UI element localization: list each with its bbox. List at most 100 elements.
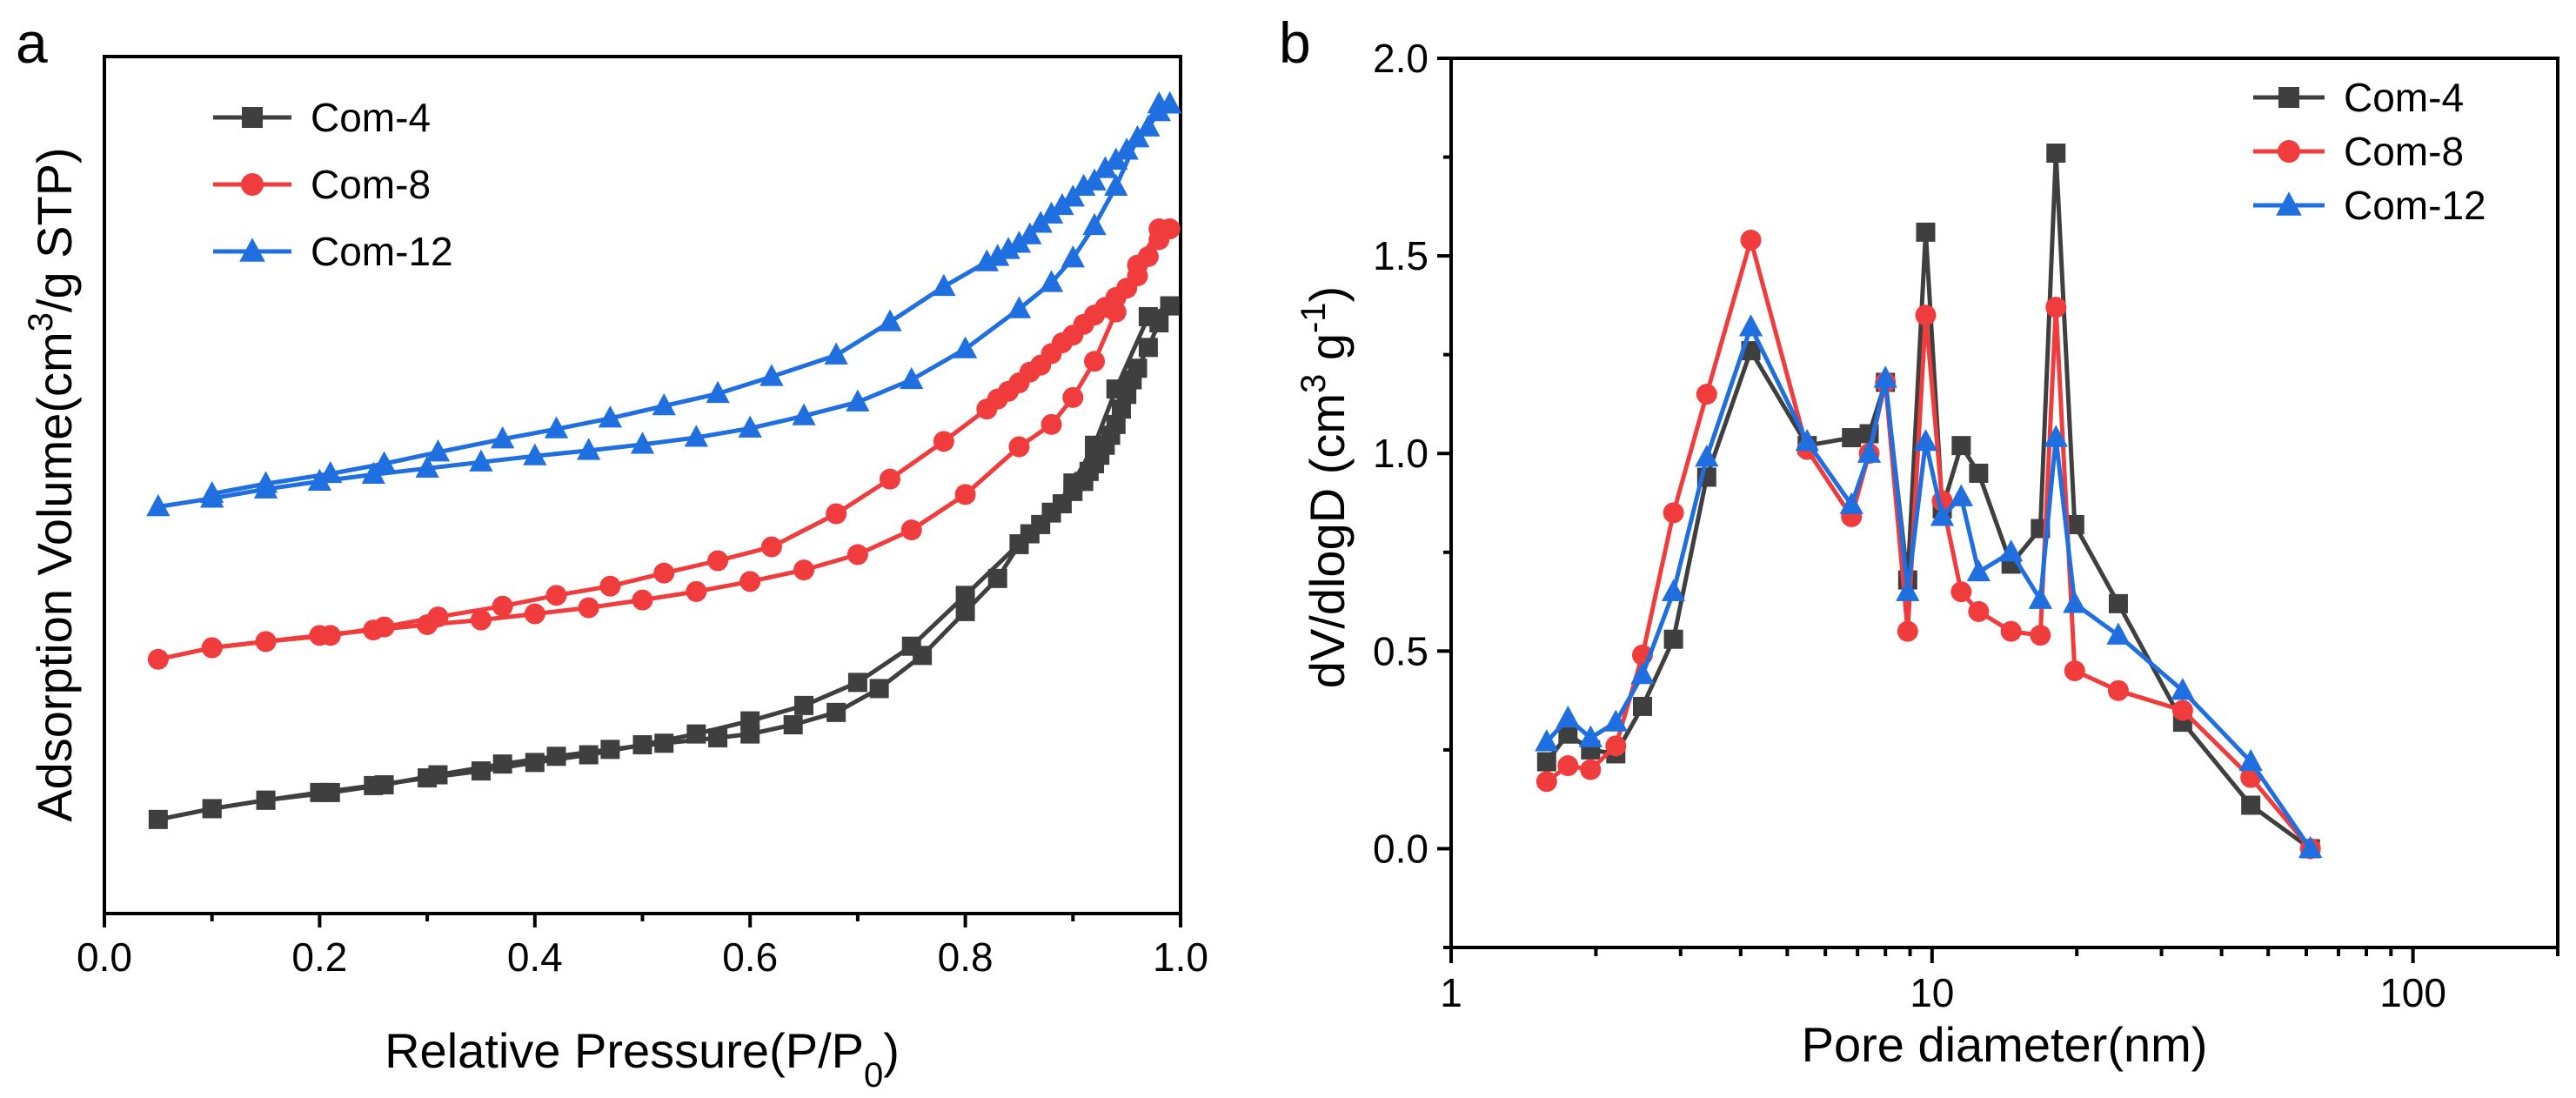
panel-a-com-4-desorption-point [492,754,512,774]
panel-a-chart: a 0.0 0.2 0.4 0.6 0.8 1.0 Relative Pressure(P… [16,10,1208,1095]
panel-a-x-axis-title: Relative Pressure(P/P0) [385,1023,900,1095]
panel-a-com-8-desorption-point [255,631,277,653]
panel-a-com-12-adsorption-point [307,468,332,491]
panel-b-legend-com-4-label: Com-4 [2344,75,2464,120]
panel-b-com-8-point [1536,771,1557,793]
panel-a-com-12-adsorption-point [792,403,816,425]
panel-b-letter: b [1279,10,1311,75]
panel-b-com-8-point [2045,297,2067,318]
panel-a-com-4-desorption-point [826,702,846,722]
panel-a-com-12-desorption-point [318,460,343,484]
panel-a-x-ticks: 0.0 0.2 0.4 0.6 0.8 1.0 [77,914,1208,980]
panel-b-legend-com-12-label: Com-12 [2344,183,2486,228]
panel-b-com-8-point [2107,680,2129,701]
panel-a-com-8-desorption-point [319,625,341,646]
panel-a-com-8-desorption-point [492,595,513,617]
panel-b-com-12-point [1966,559,1991,582]
panel-b-x-tick-label: 1 [1440,970,1462,1015]
panel-a-x-tick-label: 0.0 [77,934,132,980]
panel-a-com-12-desorption-point [652,392,676,416]
panel-b-com-8-point [2064,660,2085,682]
panel-a-com-12-desorption-point [1050,192,1074,216]
panel-a-com-4-desorption-point [320,782,340,802]
panel-a-com-12-adsorption-point [1039,270,1064,292]
panel-a-com-8-desorption-point [760,536,782,558]
panel-b-com-4-point [2046,144,2066,164]
panel-a-com-12-adsorption-point [469,449,493,472]
panel-b-com-12-point [2298,835,2323,859]
panel-a-x-tick-label: 1.0 [1153,934,1208,980]
panel-a-com-8-adsorption-point [1040,413,1062,435]
panel-a-com-4-adsorption-point [955,586,975,606]
panel-a-com-8-desorption-point [427,606,449,628]
panel-b-com-8-line [1545,238,2312,851]
panel-a-com-12-desorption-point [253,471,278,493]
panel-a-x-tick-label: 0.8 [938,934,994,980]
panel-b-com-12-point [2171,678,2195,700]
panel-a-com-8-adsorption-point [524,603,545,625]
panel-b-com-8-point [1580,759,1602,780]
panel-a-legend-com-4-marker [242,107,263,128]
panel-b-com-12-point [1949,484,1973,506]
panel-a-com-4-desorption-point [600,740,620,760]
panel-b-frame [1449,57,2559,949]
panel-a-com-8-adsorption-point [632,589,653,611]
panel-b-com-12-point [1630,661,1655,685]
panel-b-x-ticks: 1 10 100 [1440,947,2559,1015]
panel-a-com-8-desorption-point [373,616,395,638]
panel-b-com-4-point [1536,752,1556,772]
panel-a-com-12-adsorption-point [900,366,924,390]
panel-b-com-12-point [1930,504,1955,526]
panel-a-com-4-desorption-point [987,568,1007,588]
panel-a-com-4-adsorption-point [471,761,491,781]
panel-b-x-axis-title: Pore diameter(nm) [1802,1017,2208,1072]
panel-a-com-12-desorption-point [1104,147,1128,170]
panel-a-com-4-desorption-point [1122,370,1142,390]
panel-b-com-8-point [2171,700,2193,721]
panel-a-com-4-adsorption-point [686,724,706,744]
panel-a-com-12-desorption-point [425,439,451,462]
panel-b-y-tick-label: 1.0 [1373,431,1429,476]
panel-b-com-12-point [1556,705,1581,728]
panel-a-plot-area [146,91,1182,829]
panel-a-com-8-adsorption-point [1008,436,1030,458]
panel-a-com-4-desorption-point [783,715,803,734]
panel-a-com-4-desorption-point [374,775,394,795]
panel-a-legend-com-12-label: Com-12 [311,229,453,274]
panel-b-com-4-line [1544,151,2312,851]
panel-a-x-tick-label: 0.4 [507,934,563,980]
panel-b-com-12-point [2238,748,2263,772]
panel-b-com-4-point [1951,436,1971,456]
panel-a-com-4-desorption-point [202,799,222,819]
panel-a-com-12-desorption-point [544,416,569,439]
panel-a-com-12-desorption-point [1072,173,1096,197]
panel-a-com-12-desorption-point [1028,211,1053,233]
panel-a-com-8-adsorption-point [578,597,599,619]
panel-b-com-12-point [1578,725,1602,747]
panel-a-com-8-desorption-point [933,431,954,452]
panel-a-com-12-desorption-point [706,380,730,404]
panel-a-com-4-desorption-point [1149,313,1169,333]
panel-b-com-8-point [2000,620,2022,642]
panel-a-com-8-adsorption-point [846,544,868,566]
panel-b-com-12-point [1795,428,1819,452]
panel-b-com-4-point [1969,463,1989,483]
panel-a-y-axis-title: Adsorption Volume(cm3/g STP) [22,147,82,821]
panel-a-com-8-desorption-point [880,468,901,490]
panel-b-com-8-point [1968,600,1990,622]
panel-a-com-12-adsorption-line [157,102,1170,509]
panel-a-com-12-adsorption-point [630,432,655,454]
panel-b-com-12-point [1603,709,1628,732]
panel-b-com-12-line [1544,325,2312,850]
panel-a-com-12-adsorption-point [577,438,601,460]
panel-a-com-4-desorption-point [869,679,889,699]
panel-a-com-8-adsorption-point [1062,386,1084,408]
panel-a-com-8-adsorption-point [147,648,169,670]
panel-b-com-12-series [1535,314,2323,859]
panel-a-com-12-desorption-point [1136,114,1161,137]
panel-b-legend-com-12-marker [2276,191,2302,216]
panel-a-com-12-adsorption-point [953,336,978,358]
panel-b-com-12-point [2106,622,2131,645]
panel-a-com-12-desorption-point [1039,201,1064,224]
